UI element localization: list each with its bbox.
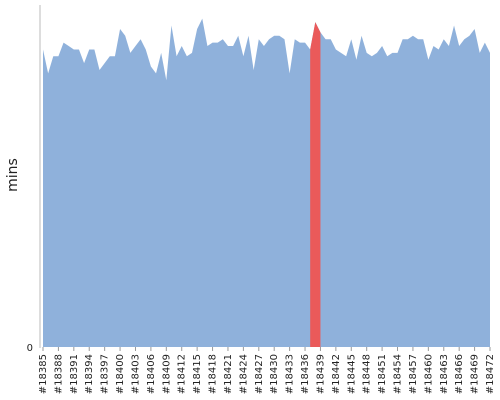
y-axis-label: mins xyxy=(5,158,21,192)
x-tick-label: #18427 xyxy=(254,354,265,394)
x-tick-label: #18439 xyxy=(315,354,326,394)
x-tick-label: #18469 xyxy=(470,354,481,394)
x-tick-label: #18406 xyxy=(146,354,157,394)
x-tick-label: #18403 xyxy=(130,354,141,394)
x-tick-label: #18430 xyxy=(269,354,280,394)
x-tick-label: #18445 xyxy=(346,354,357,394)
x-tick-label: #18457 xyxy=(408,354,419,394)
x-tick-label: #18391 xyxy=(69,354,80,394)
x-tick-label: #18418 xyxy=(208,354,219,394)
x-tick-label: #18424 xyxy=(238,354,249,394)
x-tick-label: #18397 xyxy=(100,354,111,394)
x-tick-label: #18466 xyxy=(454,354,465,394)
x-tick-label: #18388 xyxy=(53,354,64,394)
x-tick-label: #18448 xyxy=(362,354,373,394)
x-tick-label: #18472 xyxy=(485,354,496,394)
y-tick-label: 0 xyxy=(27,343,33,354)
x-tick-label: #18463 xyxy=(439,354,450,394)
x-tick-label: #18415 xyxy=(192,354,203,394)
x-tick-label: #18409 xyxy=(161,354,172,394)
x-tick-label: #18436 xyxy=(300,354,311,394)
x-tick-label: #18442 xyxy=(331,354,342,394)
x-tick-label: #18421 xyxy=(223,354,234,394)
x-tick-label: #18460 xyxy=(423,354,434,394)
x-tick-label: #18451 xyxy=(377,354,388,394)
x-tick-label: #18412 xyxy=(177,354,188,394)
x-tick-label: #18400 xyxy=(115,354,126,394)
x-tick-label: #18454 xyxy=(393,354,404,394)
highlight-area xyxy=(310,22,321,347)
x-tick-label: #18394 xyxy=(84,354,95,394)
x-tick-label: #18433 xyxy=(285,354,296,394)
x-tick-label: #18385 xyxy=(38,354,49,394)
area xyxy=(43,18,490,348)
